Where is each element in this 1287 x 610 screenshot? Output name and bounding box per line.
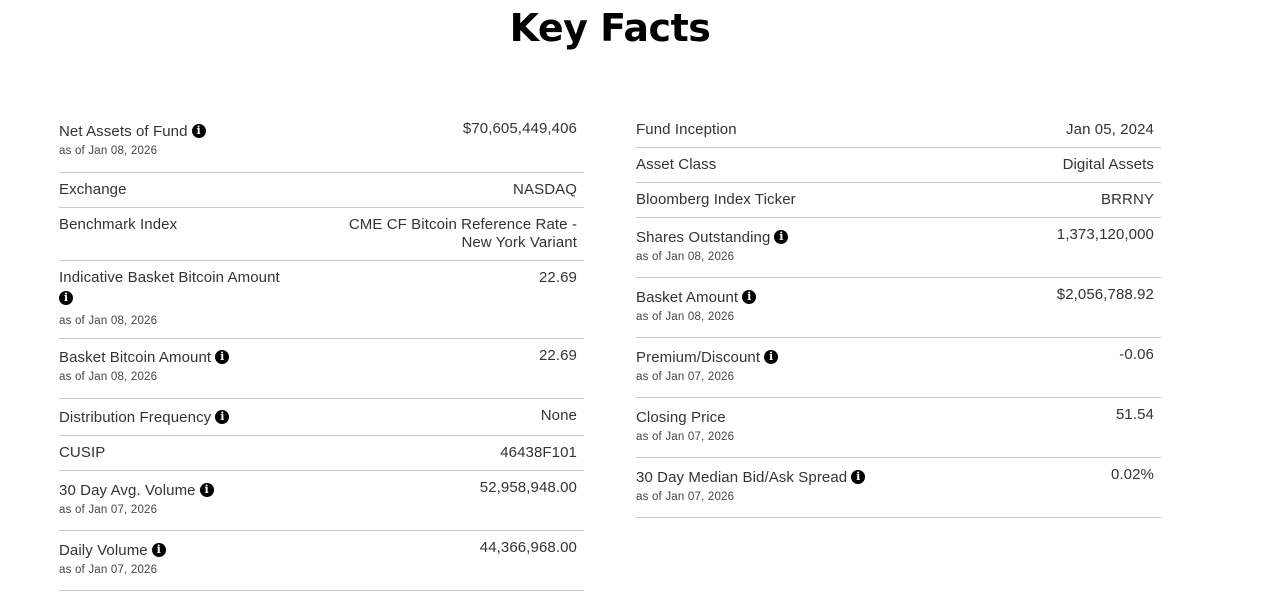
fact-row-daily-volume: Daily Volume i as of Jan 07, 2026 44,366,… [59,531,584,591]
fact-row-shares-outstanding: Shares Outstanding i as of Jan 08, 2026 1… [636,218,1161,278]
fact-value: Digital Assets [1062,156,1154,173]
fact-label: CUSIP [59,444,106,461]
fact-value: 51.54 [1115,406,1154,423]
fact-label: Basket Amount [636,289,739,306]
info-icon[interactable]: i [191,124,206,138]
fact-value: $70,605,449,406 [462,120,577,137]
fact-as-of-date: as of Jan 07, 2026 [59,564,158,576]
info-icon[interactable]: i [764,350,779,364]
fact-value: NASDAQ [513,181,577,198]
fact-row-closing-price: Closing Price as of Jan 07, 2026 51.54 [636,398,1161,458]
info-icon[interactable]: i [215,410,230,424]
fact-label: Distribution Frequency [59,409,212,426]
fact-value: None [540,407,577,424]
fact-as-of-date: as of Jan 07, 2026 [59,504,158,516]
fact-row-exchange: Exchange NASDAQ [59,173,584,208]
fact-row-bloomberg-index-ticker: Bloomberg Index Ticker BRRNY [636,183,1161,218]
fact-value: CME CF Bitcoin Reference Rate - New York… [349,216,577,252]
fact-row-30-day-median-bid-ask-spread: 30 Day Median Bid/Ask Spread i as of Jan … [636,458,1161,518]
fact-value: BRRNY [1100,191,1154,208]
fact-label: 30 Day Median Bid/Ask Spread [636,469,848,486]
fact-row-basket-bitcoin-amount: Basket Bitcoin Amount i as of Jan 08, 202… [59,339,584,399]
fact-row-premium-discount: Premium/Discount i as of Jan 07, 2026 -0.… [636,338,1161,398]
fact-label: 30 Day Avg. Volume [59,482,196,499]
fact-as-of-date: as of Jan 07, 2026 [636,371,735,383]
fact-as-of-date: as of Jan 08, 2026 [59,371,158,383]
fact-value: -0.06 [1119,346,1154,363]
fact-row-benchmark-index: Benchmark Index CME CF Bitcoin Reference… [59,208,584,261]
fact-value-line: CME CF Bitcoin Reference Rate - [348,216,577,233]
info-icon[interactable]: i [59,291,73,305]
fact-label: Asset Class [636,156,717,173]
fact-label: Net Assets of Fund [59,123,188,140]
fact-as-of-date: as of Jan 08, 2026 [59,315,158,327]
info-icon[interactable]: i [742,290,757,304]
fact-row-distribution-frequency: Distribution Frequency i None [59,399,584,436]
fact-label: Indicative Basket Bitcoin Amount [59,269,280,286]
fact-label: Fund Inception [636,121,737,138]
fact-row-asset-class: Asset Class Digital Assets [636,148,1161,183]
fact-as-of-date: as of Jan 08, 2026 [636,311,735,323]
fact-value: 0.02% [1110,466,1154,483]
info-icon[interactable]: i [851,470,866,484]
fact-value: 22.69 [538,269,577,286]
fact-label: Premium/Discount [636,349,761,366]
fact-label: Bloomberg Index Ticker [636,191,796,208]
fact-value: 46438F101 [500,444,577,461]
info-icon[interactable]: i [774,230,789,244]
fact-label: Closing Price [636,409,726,426]
page-title: Key Facts [509,6,711,50]
fact-row-indicative-basket-bitcoin-amount: Indicative Basket Bitcoin Amount i as of… [59,261,584,339]
fact-value: 1,373,120,000 [1056,226,1154,243]
fact-as-of-date: as of Jan 08, 2026 [59,145,158,157]
fact-as-of-date: as of Jan 08, 2026 [636,251,735,263]
fact-value-line: New York Variant [461,234,577,251]
fact-label: Benchmark Index [59,216,178,233]
fact-as-of-date: as of Jan 07, 2026 [636,491,735,503]
fact-row-cusip: CUSIP 46438F101 [59,436,584,471]
fact-label: Basket Bitcoin Amount [59,349,212,366]
fact-value: 52,958,948.00 [479,479,577,496]
info-icon[interactable]: i [151,543,166,557]
fact-row-30-day-avg-volume: 30 Day Avg. Volume i as of Jan 07, 2026 5… [59,471,584,531]
fact-value: 44,366,968.00 [479,539,577,556]
fact-label: Daily Volume [59,542,148,559]
fact-as-of-date: as of Jan 07, 2026 [636,431,735,443]
fact-label: Exchange [59,181,127,198]
info-icon[interactable]: i [215,350,230,364]
fact-row-basket-amount: Basket Amount i as of Jan 08, 2026 $2,056… [636,278,1161,338]
key-facts-right-column: Fund Inception Jan 05, 2024 Asset Class … [636,112,1161,518]
key-facts-left-column: Net Assets of Fund i as of Jan 08, 2026 $… [59,112,584,591]
fact-label: Shares Outstanding [636,229,771,246]
info-icon[interactable]: i [199,483,214,497]
fact-row-fund-inception: Fund Inception Jan 05, 2024 [636,112,1161,148]
fact-value: 22.69 [538,347,577,364]
fact-value: $2,056,788.92 [1056,286,1154,303]
fact-row-net-assets: Net Assets of Fund i as of Jan 08, 2026 $… [59,112,584,173]
fact-value: Jan 05, 2024 [1066,121,1154,138]
